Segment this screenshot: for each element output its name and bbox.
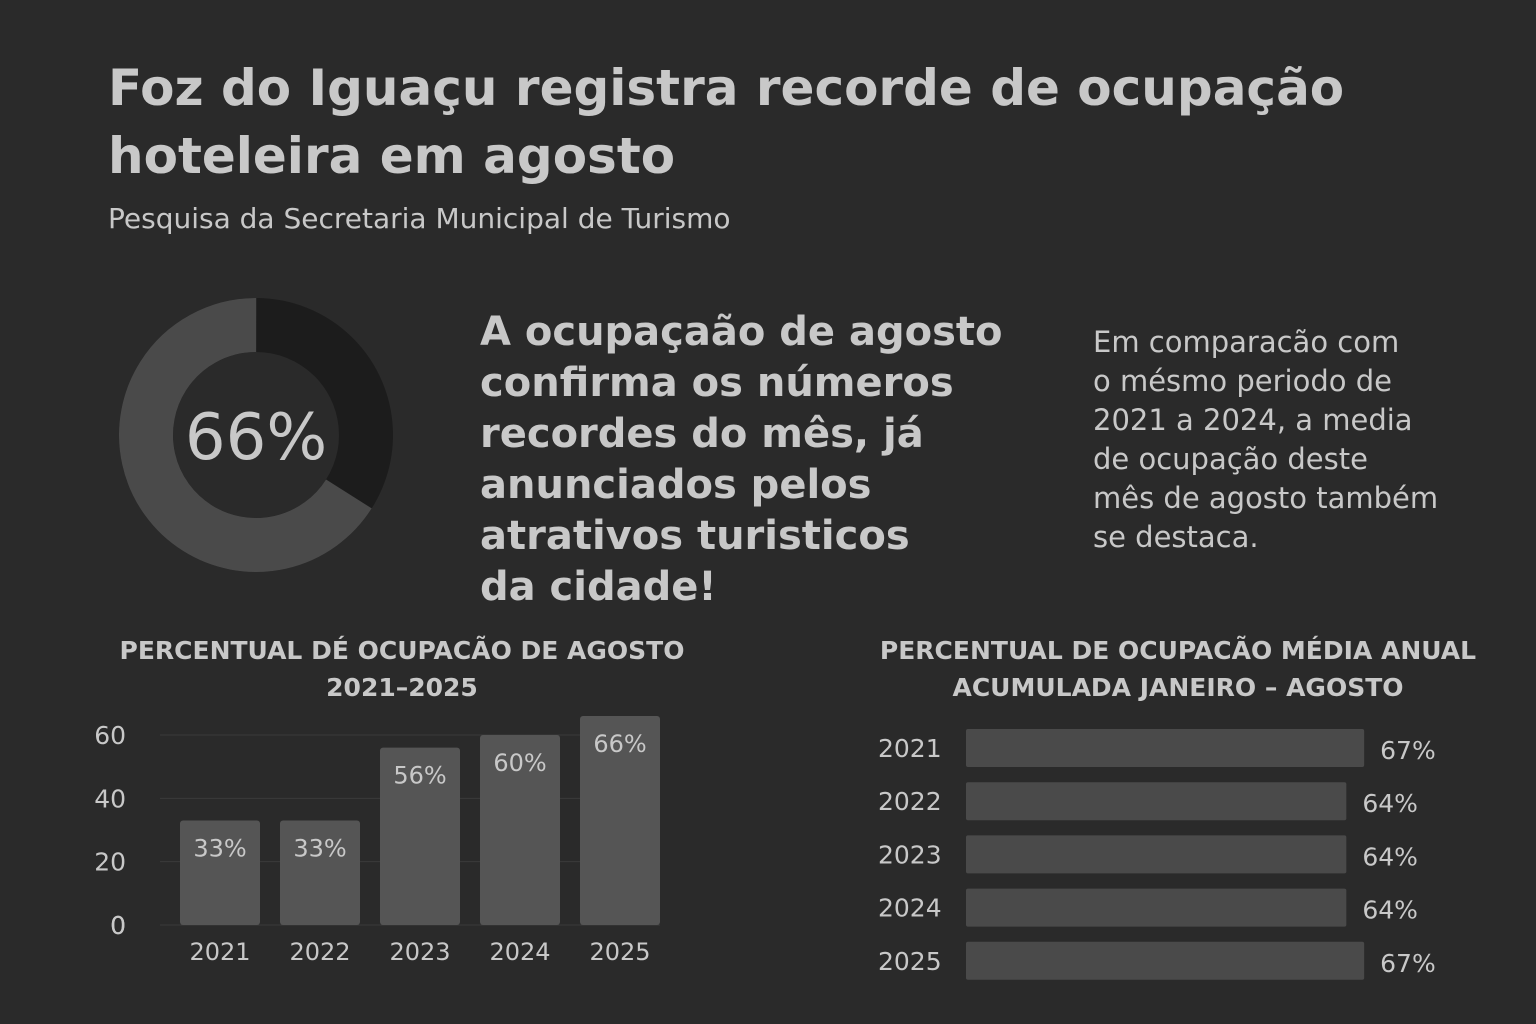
x-tick-label: 2025 — [589, 938, 650, 966]
value-label: 64% — [1362, 789, 1418, 818]
highlight-line: A ocupaçaão de agosto — [480, 309, 1002, 355]
comparison-line: o mésmo periodo de — [1093, 364, 1392, 398]
x-tick-label: 2023 — [389, 938, 450, 966]
bar — [280, 820, 360, 925]
bar — [580, 716, 660, 925]
value-label: 66% — [593, 730, 646, 758]
highlight-line: atrativos turisticos — [480, 513, 910, 559]
title: Foz do Iguaçu registra recorde de ocupaç… — [108, 59, 1344, 117]
y-tick-label: 2022 — [878, 787, 942, 816]
title: hoteleira em agosto — [108, 127, 675, 185]
comparison-line: Em comparacão com — [1093, 325, 1399, 359]
highlight-line: recordes do mês, já — [480, 411, 924, 457]
bar — [480, 735, 560, 925]
highlight-line: anunciados pelos — [480, 462, 871, 508]
x-tick-label: 2021 — [189, 938, 250, 966]
y-tick-label: 60 — [94, 721, 126, 750]
y-tick-label: 2021 — [878, 734, 942, 763]
y-tick-label: 2024 — [878, 894, 942, 923]
value-label: 64% — [1362, 842, 1418, 871]
comparison-line: se destaca. — [1093, 520, 1259, 554]
value-label: 60% — [493, 749, 546, 777]
x-tick-label: 2024 — [489, 938, 550, 966]
comparison-line: mês de agosto também — [1093, 481, 1438, 515]
y-tick-label: 2025 — [878, 947, 942, 976]
bar — [966, 729, 1365, 767]
bar — [380, 747, 460, 925]
bar — [966, 941, 1365, 980]
value-label: 56% — [393, 762, 446, 790]
donut-label: 66% — [185, 401, 327, 475]
y-tick-label: 40 — [94, 784, 126, 813]
value-label: 67% — [1380, 736, 1436, 765]
comparison-line: de ocupação deste — [1093, 442, 1368, 476]
highlight-line: da cidade! — [480, 564, 717, 610]
y-tick-label: 2023 — [878, 840, 942, 869]
bar — [966, 782, 1347, 821]
bar — [966, 888, 1347, 927]
y-tick-label: 20 — [94, 848, 126, 877]
highlight-line: confirma os números — [480, 360, 954, 406]
y-tick-label: 0 — [110, 911, 126, 940]
subtitle: Pesquisa da Secretaria Municipal de Turi… — [108, 202, 730, 235]
value-label: 33% — [193, 835, 246, 863]
y-tick-label: 0 — [110, 911, 126, 940]
chart-title: PERCENTUAL DE OCUPACÃO MÉDIA ANUAL — [880, 636, 1476, 665]
chart-title: 2021–2025 — [326, 673, 478, 702]
value-label: 67% — [1380, 949, 1436, 978]
value-label: 64% — [1362, 896, 1418, 925]
bar — [966, 835, 1347, 874]
comparison-line: 2021 a 2024, a media — [1093, 403, 1413, 437]
x-tick-label: 2022 — [289, 938, 350, 966]
chart-title: ACUMULADA JANEIRO – AGOSTO — [952, 673, 1403, 702]
chart-title: PERCENTUAL DÉ OCUPACÃO DE AGOSTO — [120, 636, 685, 665]
value-label: 33% — [293, 835, 346, 863]
bar — [180, 820, 260, 925]
donut-segment — [119, 298, 393, 572]
